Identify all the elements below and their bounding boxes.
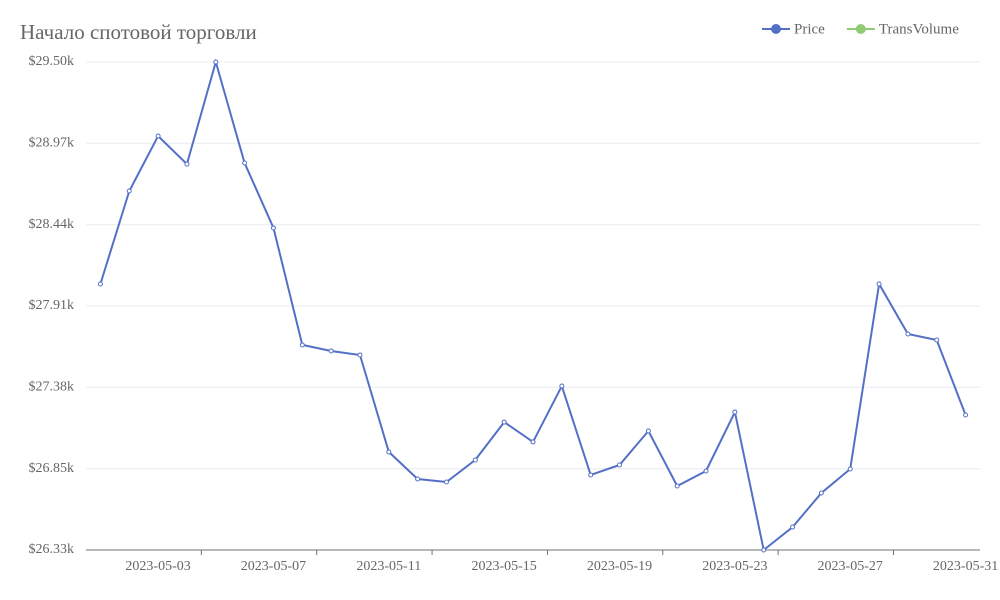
point <box>242 160 248 166</box>
y-tick-label: $27.91k <box>29 298 75 313</box>
point <box>588 472 594 478</box>
point <box>97 281 103 287</box>
legend-label: Price <box>794 21 825 37</box>
y-tick-label: $29.50k <box>29 54 75 69</box>
y-tick-label: $28.97k <box>29 136 75 151</box>
x-tick-label: 2023-05-23 <box>702 559 767 574</box>
point <box>270 225 276 231</box>
y-tick-label: $26.33k <box>29 542 75 557</box>
point <box>559 383 565 389</box>
point <box>386 449 392 455</box>
point <box>617 462 623 468</box>
point <box>472 457 478 463</box>
point <box>963 412 969 418</box>
chart-title: Начало спотовой торговли <box>20 20 257 44</box>
point <box>645 428 651 434</box>
point <box>299 342 305 348</box>
point <box>357 352 363 358</box>
x-tick-label: 2023-05-31 <box>933 559 998 574</box>
y-tick-label: $26.85k <box>29 461 75 476</box>
point <box>761 547 767 553</box>
point <box>703 468 709 474</box>
x-tick-label: 2023-05-07 <box>241 559 306 574</box>
point <box>790 524 796 530</box>
point <box>184 161 190 167</box>
x-tick-label: 2023-05-11 <box>356 559 421 574</box>
legend-dot <box>855 24 866 34</box>
point <box>415 476 421 482</box>
point <box>530 439 536 445</box>
x-tick-label: 2023-05-03 <box>125 559 190 574</box>
point <box>674 483 680 489</box>
point <box>732 409 738 415</box>
point <box>818 490 824 496</box>
point <box>126 188 132 194</box>
x-tick-label: 2023-05-15 <box>471 559 536 574</box>
point <box>905 331 911 337</box>
point <box>876 281 882 287</box>
point <box>847 466 853 472</box>
point <box>934 337 940 343</box>
point <box>443 479 449 485</box>
legend-dot <box>771 24 781 34</box>
point <box>328 348 334 354</box>
point <box>501 419 507 425</box>
point <box>155 133 161 139</box>
y-tick-label: $27.38k <box>29 380 75 395</box>
legend-label: TransVolume <box>879 21 959 37</box>
x-tick-label: 2023-05-27 <box>818 559 883 574</box>
point <box>213 59 219 65</box>
y-tick-label: $28.44k <box>29 217 75 232</box>
x-tick-label: 2023-05-19 <box>587 559 652 574</box>
